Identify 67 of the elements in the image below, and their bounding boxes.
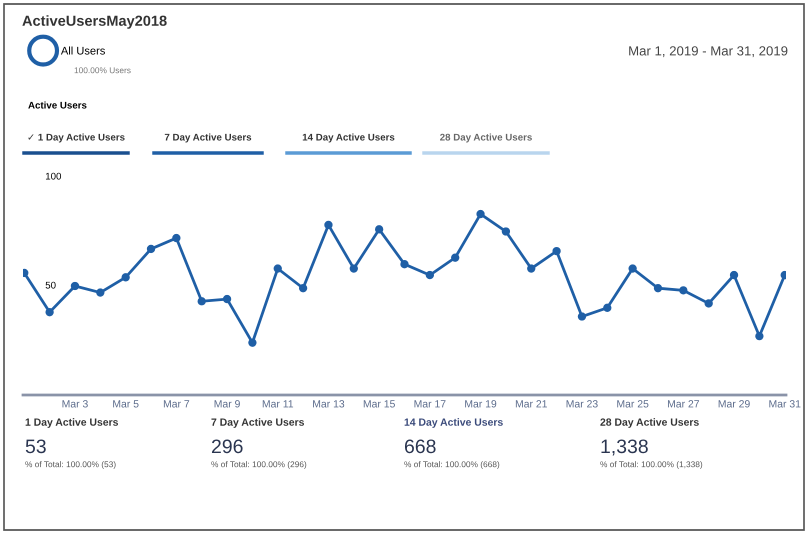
x-tick-label: Mar 25 [617, 400, 648, 408]
point [654, 284, 662, 292]
y-tick-label: 100 [46, 172, 62, 180]
x-tick-label: Mar 17 [414, 400, 446, 408]
point [527, 264, 536, 273]
x-tick-label: Mar 5 [113, 400, 139, 408]
point [248, 338, 257, 347]
x-tick-label: Mar 31 [769, 400, 800, 408]
text: Active Users [28, 101, 87, 109]
point [704, 299, 713, 308]
point [298, 284, 308, 292]
x-tick-label: Mar 15 [364, 400, 395, 408]
text: 28 Day Active Users [440, 133, 532, 143]
point [426, 270, 434, 280]
point [451, 253, 460, 262]
point [755, 332, 764, 340]
x-tick-label: Mar 23 [566, 400, 598, 408]
point [350, 264, 358, 273]
text: 7 Day Active Users [211, 418, 304, 428]
x-tick-label: Mar 29 [718, 400, 750, 408]
text: 14 Day Active Users [302, 133, 394, 143]
point [628, 264, 637, 273]
point [172, 234, 181, 242]
text: % of Total: 100.00% (1,338) [600, 461, 702, 469]
x-tick-label: Mar 13 [313, 400, 344, 408]
point [121, 273, 130, 282]
text: 668 [404, 439, 436, 454]
point [45, 308, 54, 316]
x-tick-label: Mar 9 [214, 400, 240, 408]
x-tick-label: Mar 21 [516, 400, 547, 408]
point [730, 270, 738, 280]
point [603, 304, 612, 312]
point [274, 264, 282, 273]
text: ✓ 1 Day Active Users [28, 133, 125, 143]
text: % of Total: 100.00% (53) [25, 461, 116, 469]
point [96, 288, 104, 297]
point [400, 260, 409, 268]
point [198, 297, 206, 306]
point [374, 225, 384, 234]
point [679, 286, 688, 295]
y-tick-label: 50 [46, 282, 56, 289]
point [476, 210, 485, 218]
x-tick-label: Mar 3 [62, 400, 88, 408]
chart-title: ActiveUsersMay2018 [22, 15, 167, 29]
point [70, 282, 80, 290]
point [502, 227, 510, 236]
point [222, 294, 232, 304]
text: 100.00% Users [74, 67, 131, 74]
x-tick-label: Mar 7 [164, 400, 190, 408]
text: % of Total: 100.00% (296) [211, 461, 306, 469]
point [578, 312, 586, 321]
text: All Users [60, 46, 105, 55]
x-tick-label: Mar 19 [465, 400, 496, 408]
text: % of Total: 100.00% (668) [404, 461, 500, 469]
chart-subtitle: Mar 1, 2019 - Mar 31, 2019 [629, 46, 788, 58]
point [552, 246, 561, 256]
text: 7 Day Active Users [164, 133, 252, 143]
x-tick-label: Mar 27 [668, 400, 700, 408]
text: 1 Day Active Users [26, 418, 118, 428]
text: 53 [26, 439, 46, 454]
text: 14 Day Active Users [404, 418, 503, 428]
point [146, 244, 156, 254]
point [324, 220, 333, 230]
text: 296 [212, 439, 243, 454]
text: 1,338 [601, 439, 648, 456]
text: 28 Day Active Users [600, 418, 699, 428]
x-tick-label: Mar 11 [262, 400, 294, 408]
